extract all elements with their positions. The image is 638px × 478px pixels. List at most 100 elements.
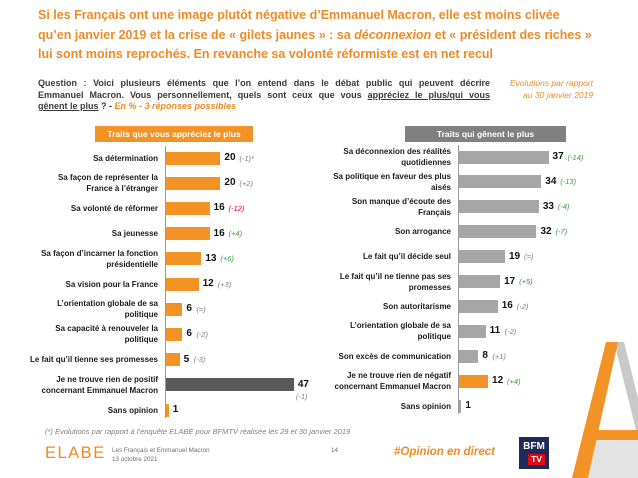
category-label-2: Sa politique en faveur des plus aisés bbox=[333, 171, 451, 192]
title-line-2: qu’en janvier 2019 et la crise de « gile… bbox=[38, 26, 608, 46]
question-line-3: gênent le plus ? - En % - 3 réponses pos… bbox=[38, 101, 490, 113]
value-label-9: 8 bbox=[482, 350, 488, 362]
bar-9 bbox=[166, 353, 180, 367]
study-date: 13 octobre 2021 bbox=[112, 456, 158, 463]
footnote: (*) Evolutions par rapport à l’enquête E… bbox=[45, 427, 351, 436]
category-label-10: Je ne trouve rien de négatif concernant … bbox=[334, 371, 451, 392]
category-label-4: Son arrogance bbox=[394, 227, 451, 237]
study-title: Les Français et Emmanuel Macron bbox=[112, 447, 210, 454]
decor-left-leg bbox=[572, 342, 618, 478]
evolution-label-6: (+5) bbox=[519, 277, 533, 286]
category-label-4: Sa jeunesse bbox=[111, 229, 158, 239]
category-label-5: Le fait qu’il décide seul bbox=[362, 252, 451, 262]
elabe-logo: ELABE bbox=[45, 444, 106, 462]
bar-1 bbox=[459, 150, 549, 164]
bar-8 bbox=[166, 327, 183, 341]
category-label-11: Sans opinion bbox=[107, 405, 158, 415]
category-label-10: Je ne trouve rien de positif concernant … bbox=[41, 374, 158, 395]
title-line-1: Si les Français ont une image plutôt nég… bbox=[38, 8, 560, 22]
hashtag: #Opinion en direct bbox=[394, 446, 495, 458]
category-label-8: Sa capacité à renouveler la politique bbox=[55, 324, 158, 345]
page-number: 14 bbox=[331, 447, 339, 454]
category-label-7: Son autoritarisme bbox=[382, 301, 451, 311]
value-label-4: 32 bbox=[540, 225, 552, 237]
study-info: Les Français et Emmanuel Macron 13 octob… bbox=[112, 446, 210, 464]
chart-header-1: Traits qui gênent le plus bbox=[405, 126, 566, 142]
bar-3 bbox=[459, 200, 539, 214]
evolution-label-4: (-7) bbox=[555, 227, 568, 237]
bar-4 bbox=[459, 225, 537, 239]
value-label-3: 33 bbox=[542, 200, 554, 212]
bar-11 bbox=[459, 399, 462, 413]
evolution-label-2: (-13) bbox=[560, 177, 577, 187]
question-underlined-text-end: gênent le plus bbox=[38, 101, 99, 111]
bar-8 bbox=[459, 324, 486, 338]
category-label-6: Sa vision pour la France bbox=[65, 279, 158, 289]
category-label-5: Sa façon d’incarner la fonction présiden… bbox=[41, 248, 158, 269]
question-separator: ? - bbox=[98, 101, 115, 111]
slide-title: Si les Français ont une image plutôt nég… bbox=[38, 6, 608, 65]
evolution-label-8: (-2) bbox=[196, 329, 208, 339]
bfmtv-logo-top: BFM bbox=[523, 441, 545, 452]
evolution-label-7: (=) bbox=[196, 304, 206, 314]
bar-9 bbox=[459, 349, 479, 363]
evolution-label-1: (-14) bbox=[567, 152, 584, 162]
evolution-label-5: (=) bbox=[523, 252, 534, 262]
bar-6 bbox=[459, 275, 501, 288]
value-label-9: 5 bbox=[183, 353, 190, 365]
value-label-10: 47 bbox=[297, 378, 309, 390]
question-line-2-start: Emmanuel Macron. Vous personnellement, q… bbox=[38, 89, 368, 100]
bar-10 bbox=[166, 378, 294, 392]
bar-4 bbox=[166, 227, 210, 241]
evolution-label-3: (-12) bbox=[228, 203, 245, 213]
evolution-note: Evolutions par rapport au 30 janvier 201… bbox=[473, 78, 593, 101]
chart-header-0: Traits que vous appréciez le plus bbox=[95, 126, 253, 142]
bar-7 bbox=[166, 302, 183, 316]
title-line-2-end: et « président des riches » bbox=[431, 27, 592, 42]
value-label-5: 19 bbox=[508, 250, 521, 262]
value-label-7: 16 bbox=[501, 300, 513, 312]
value-label-11: 1 bbox=[465, 400, 471, 411]
title-line-3: lui sont moins reprochés. En revanche sa… bbox=[38, 47, 493, 61]
category-label-9: Son excès de communication bbox=[338, 351, 451, 361]
bar-10 bbox=[459, 374, 489, 388]
value-label-1: 37 bbox=[552, 151, 564, 162]
bar-2 bbox=[459, 175, 542, 189]
category-label-6: Le fait qu’il ne tienne pas ses promesse… bbox=[339, 271, 451, 292]
question-response-note: En % - 3 réponses possibles bbox=[114, 101, 237, 111]
evolution-label-8: (-2) bbox=[504, 326, 517, 336]
question-underlined-text: appréciez le plus/qui vous bbox=[367, 89, 490, 100]
question-line-1: Question : Voici plusieurs éléments que … bbox=[38, 78, 490, 88]
evolution-label-10: (-1) bbox=[295, 391, 308, 401]
decorative-a-shape bbox=[572, 342, 638, 478]
evolution-label-7: (-2) bbox=[516, 301, 529, 311]
value-label-4: 16 bbox=[213, 227, 225, 239]
category-label-1: Sa déconnexion des réalités quotidiennes bbox=[343, 147, 451, 167]
bar-6 bbox=[166, 277, 199, 291]
question-line-2: Emmanuel Macron. Vous personnellement, q… bbox=[38, 90, 490, 102]
value-label-2: 20 bbox=[224, 177, 236, 189]
bar-7 bbox=[459, 299, 498, 313]
category-label-1: Sa détermination bbox=[93, 153, 158, 163]
bar-5 bbox=[166, 252, 202, 266]
title-emphasis: déconnexion bbox=[354, 27, 432, 42]
evolution-label-9: (-3) bbox=[193, 355, 206, 365]
category-label-3: Sa volonté de réformer bbox=[70, 203, 158, 213]
value-label-8: 6 bbox=[186, 328, 192, 340]
category-label-3: Son manque d’écoute des Français bbox=[351, 196, 451, 217]
bar-1 bbox=[166, 151, 221, 165]
chart-axis-line bbox=[458, 145, 459, 414]
bfmtv-logo-bottom: TV bbox=[528, 454, 545, 465]
value-label-10: 12 bbox=[492, 375, 504, 387]
evolution-label-10: (+4) bbox=[507, 376, 521, 386]
value-label-11: 1 bbox=[172, 404, 179, 415]
evolution-label-1: (-1)* bbox=[239, 153, 254, 163]
evolution-label-2: (+2) bbox=[239, 178, 253, 188]
evolution-label-6: (+3) bbox=[217, 279, 232, 289]
evolution-label-9: (+1) bbox=[492, 351, 506, 361]
bar-2 bbox=[166, 176, 221, 190]
category-label-7: L’orientation globale de sa politique bbox=[57, 299, 158, 320]
